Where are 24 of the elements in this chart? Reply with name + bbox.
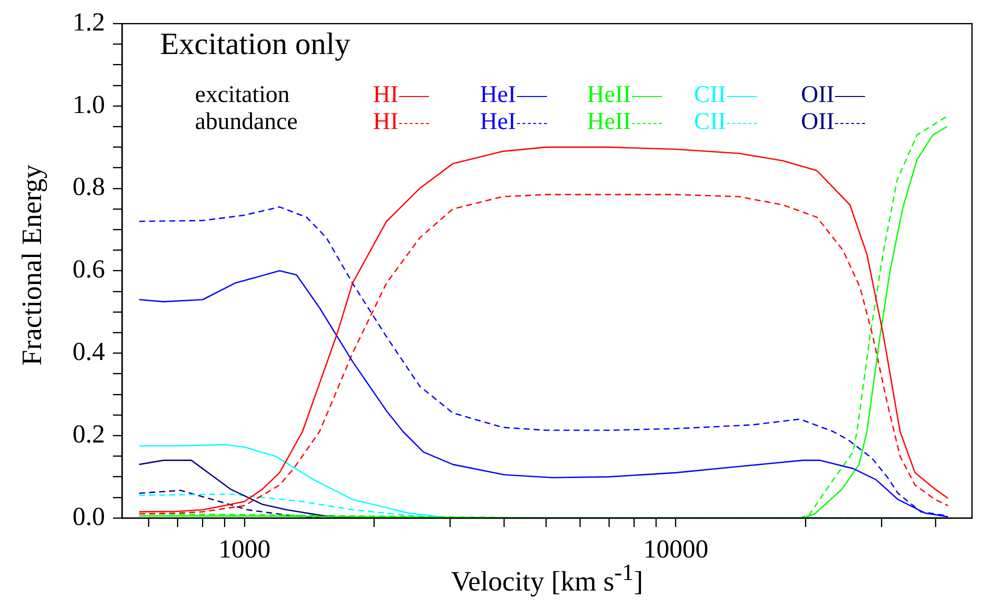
y-tick-label: 1.0 [72,90,105,119]
x-axis-title: Velocity [km s$^{-1}$] [450,560,644,598]
y-tick-label: 0.4 [72,337,105,366]
legend-label: OII [801,109,834,135]
legend-label: HI [373,109,398,135]
y-tick-label: 1.2 [72,7,105,36]
legend-label: CII [694,109,726,135]
y-axis-title: Fractional Energy [17,164,49,366]
x-tick-label: 1000 [218,534,270,564]
legend-label: HI [373,82,398,108]
y-tick-label: 0.8 [72,172,105,202]
chart-title: Excitation only [160,26,350,62]
legend-label: HeII [587,109,631,135]
annotation: abundance [195,109,299,136]
legend-label: CII [694,82,726,108]
legend-label: HeI [480,82,516,108]
annotation: excitation [195,82,291,109]
y-tick-label: 0.2 [72,419,105,448]
y-tick-label: 0.6 [72,254,105,284]
x-tick-label: 10000 [643,534,708,564]
y-tick-label: 0.0 [72,502,105,531]
legend-label: OII [801,82,834,108]
legend-label: HeII [587,82,631,108]
legend-label: HeI [480,109,516,135]
